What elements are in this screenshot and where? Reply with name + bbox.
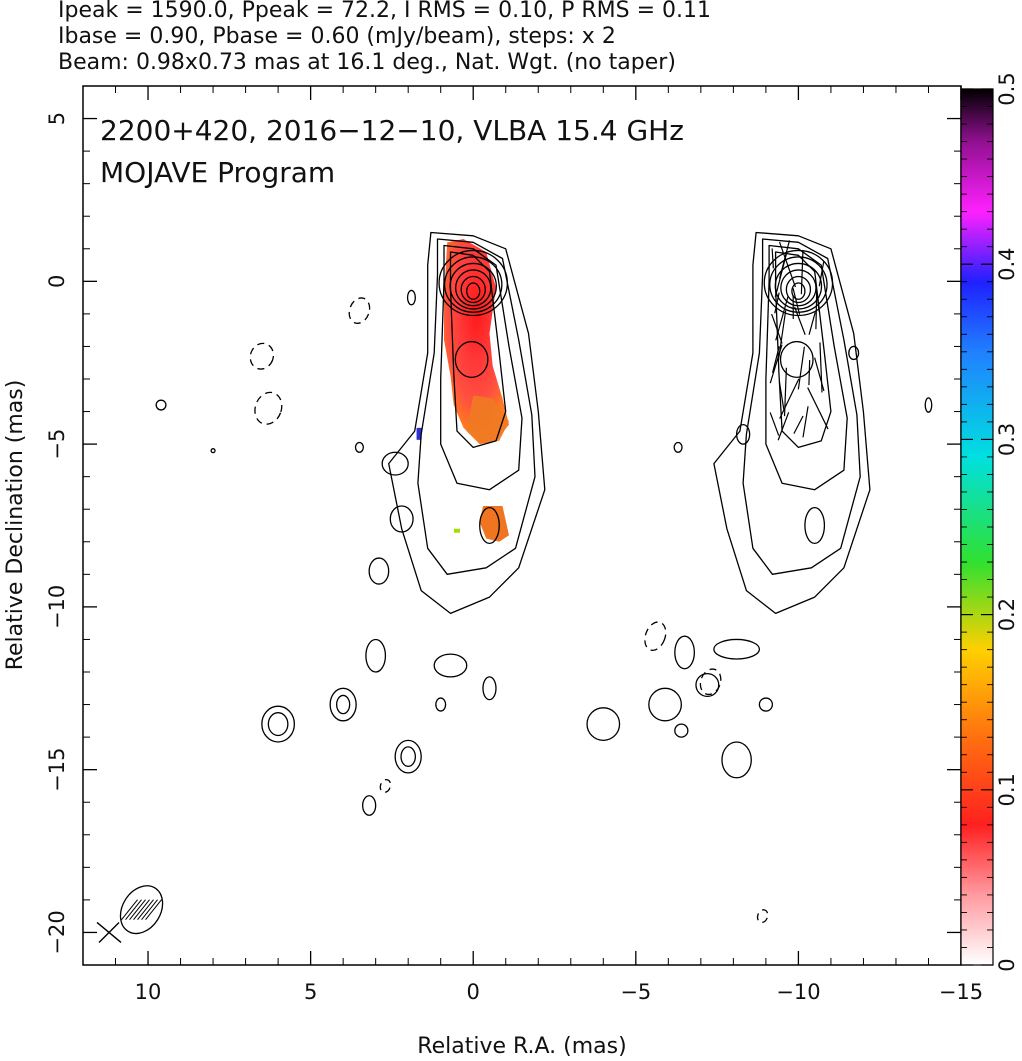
island-contour (587, 708, 620, 741)
polarization-vector (808, 388, 828, 429)
polarization-vector (815, 358, 824, 391)
island-contour (722, 742, 751, 778)
island-contour (759, 698, 772, 711)
island-contour (436, 698, 446, 711)
right-core-contour (786, 276, 810, 302)
x-tick-label: −10 (776, 980, 820, 1004)
chart-plot-area: 10 5 0 −5 −10 −15 5 0 −5 −10 −15 −20 2200+420, 2016… (0, 0, 1022, 1061)
right-knot-contour (781, 342, 814, 378)
island-contour (714, 639, 760, 659)
colorbar-tick-label: 0.3 (995, 423, 1019, 456)
y-tick-label: −5 (45, 429, 69, 460)
y-tick-label: −15 (45, 748, 69, 792)
right-jet-knot-contour (805, 508, 825, 544)
island-contour (401, 747, 415, 767)
polarization-vector (803, 406, 808, 437)
negative-contour (251, 389, 287, 428)
island-contour (211, 449, 215, 453)
negative-contour (247, 340, 277, 372)
colorbar-tick-label: 0.2 (995, 598, 1019, 631)
polarization-vector (785, 368, 787, 416)
y-axis-label: Relative Declination (mas) (3, 380, 28, 671)
island-contour (262, 706, 295, 742)
polarization-vector (809, 312, 815, 334)
y-tick-label: 5 (45, 112, 69, 125)
negative-contour (697, 666, 724, 697)
island-contour (737, 425, 750, 445)
island-contour (356, 442, 364, 452)
negative-contour (641, 619, 669, 653)
y-tick-label: −20 (45, 910, 69, 954)
island-contour (363, 796, 376, 816)
x-axis-label: Relative R.A. (mas) (417, 1034, 626, 1059)
polarization-vector (770, 412, 779, 435)
negative-contour (346, 295, 373, 326)
negative-contour (756, 908, 770, 924)
beam-hatch (138, 900, 154, 920)
polarization-vector (809, 360, 810, 385)
contour-layer (97, 233, 932, 943)
island-contour (330, 688, 356, 721)
polarization-vector (794, 416, 803, 434)
x-tick-label: 0 (467, 980, 480, 1004)
colorbar-tick-label: 0.5 (995, 72, 1019, 105)
island-contour (675, 636, 695, 669)
island-contour (649, 688, 682, 721)
chart-title: 2200+420, 2016−12−10, VLBA 15.4 GHz (100, 114, 684, 147)
x-tick-label: −15 (939, 980, 983, 1004)
island-contour (696, 674, 719, 697)
polarization-vector (772, 248, 773, 268)
x-tick-label: 10 (135, 980, 162, 1004)
beam-hatch (142, 900, 158, 920)
colorbar-tick-label: 0 (995, 958, 1019, 971)
island-contour (395, 740, 421, 773)
island-contour (156, 400, 166, 410)
negative-contour (379, 778, 393, 794)
polarization-vector (798, 347, 804, 390)
island-contour (849, 346, 859, 359)
beam-hatch (134, 900, 150, 920)
island-contour (408, 290, 416, 304)
beam-hatch (130, 900, 146, 920)
island-contour (337, 695, 350, 713)
polarization-vector (795, 307, 806, 335)
x-tick-label: 5 (304, 980, 317, 1004)
tick-layer: 10 5 0 −5 −10 −15 5 0 −5 −10 −15 −20 (45, 86, 983, 1004)
vlbi-map-figure: Ipeak = 1590.0, Ppeak = 72.2, I RMS = 0.… (0, 0, 1022, 1061)
colorbar-tick-label: 0.1 (995, 773, 1019, 806)
polarization-vector (820, 342, 822, 392)
island-contour (674, 442, 682, 452)
x-tick-label: −5 (620, 980, 651, 1004)
island-contour (366, 639, 386, 672)
colorbar-tick-label: 0.4 (995, 247, 1019, 280)
polarization-pixel-green (454, 529, 460, 533)
polarization-vector (770, 345, 782, 384)
y-tick-label: −10 (45, 585, 69, 629)
island-contour (434, 654, 467, 677)
island-contour (268, 713, 288, 736)
island-contour (675, 724, 688, 737)
scale-cross (99, 922, 119, 942)
island-contour (369, 558, 389, 584)
chart-subtitle: MOJAVE Program (100, 156, 335, 189)
beam-hatch (126, 900, 142, 920)
island-contour (925, 398, 932, 412)
y-tick-label: 0 (45, 275, 69, 288)
island-contour (483, 677, 496, 700)
